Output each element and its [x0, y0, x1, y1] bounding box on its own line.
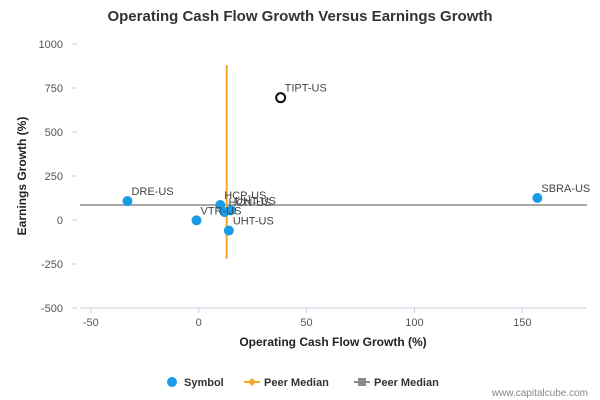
- legend-label: Peer Median: [264, 377, 329, 389]
- x-axis-ticks: -50 0 50 100 150: [83, 308, 531, 329]
- x-tick-label: -50: [83, 317, 99, 329]
- y-tick-label: 750: [45, 83, 63, 95]
- legend-label: Peer Median: [374, 377, 439, 389]
- x-tick-label: 0: [196, 317, 202, 329]
- point-label: SBRA-US: [541, 183, 590, 195]
- chart-title: Operating Cash Flow Growth Versus Earnin…: [107, 8, 492, 25]
- scatter-point: [226, 205, 237, 216]
- y-tick-label: 0: [57, 215, 63, 227]
- scatter-point: [191, 215, 202, 226]
- legend-symbol-marker: [167, 377, 177, 387]
- point-label: TIPT-US: [285, 83, 327, 95]
- legend: Symbol Peer Median Peer Median: [167, 377, 439, 389]
- scatter-point: [532, 193, 543, 203]
- y-tick-label: 500: [45, 127, 63, 139]
- x-tick-label: 100: [405, 317, 423, 329]
- scatter-points: [122, 92, 543, 236]
- credit-text: www.capitalcube.com: [491, 388, 588, 399]
- point-label: VTR-US: [201, 205, 242, 217]
- point-label: UHT-US: [233, 216, 274, 228]
- scatter-point-target: [275, 92, 287, 104]
- point-labels: DRE-US HCP-USVTR-USHCN-USUHT-USUHT-USSBRA…: [131, 83, 590, 228]
- x-tick-label: 50: [300, 317, 312, 329]
- scatter-point: [223, 225, 234, 236]
- y-tick-label: 250: [45, 171, 63, 183]
- y-tick-label: 1000: [39, 39, 63, 51]
- y-axis-title: Earnings Growth (%): [15, 117, 29, 236]
- legend-label: Symbol: [184, 377, 224, 389]
- legend-median-marker: [248, 378, 256, 386]
- point-label: HCN-US: [229, 197, 272, 209]
- legend-median-marker: [358, 378, 366, 386]
- x-tick-label: 150: [513, 317, 531, 329]
- x-axis-title: Operating Cash Flow Growth (%): [239, 335, 426, 349]
- point-label: HCP-US: [224, 190, 266, 202]
- point-label: UHT-US: [235, 195, 276, 207]
- y-tick-label: -250: [41, 259, 63, 271]
- point-label: DRE-US: [131, 186, 173, 198]
- y-axis-ticks: 1000 750 500 250 0 -250 -500: [39, 39, 77, 315]
- y-tick-label: -500: [41, 303, 63, 315]
- scatter-point: [122, 195, 133, 206]
